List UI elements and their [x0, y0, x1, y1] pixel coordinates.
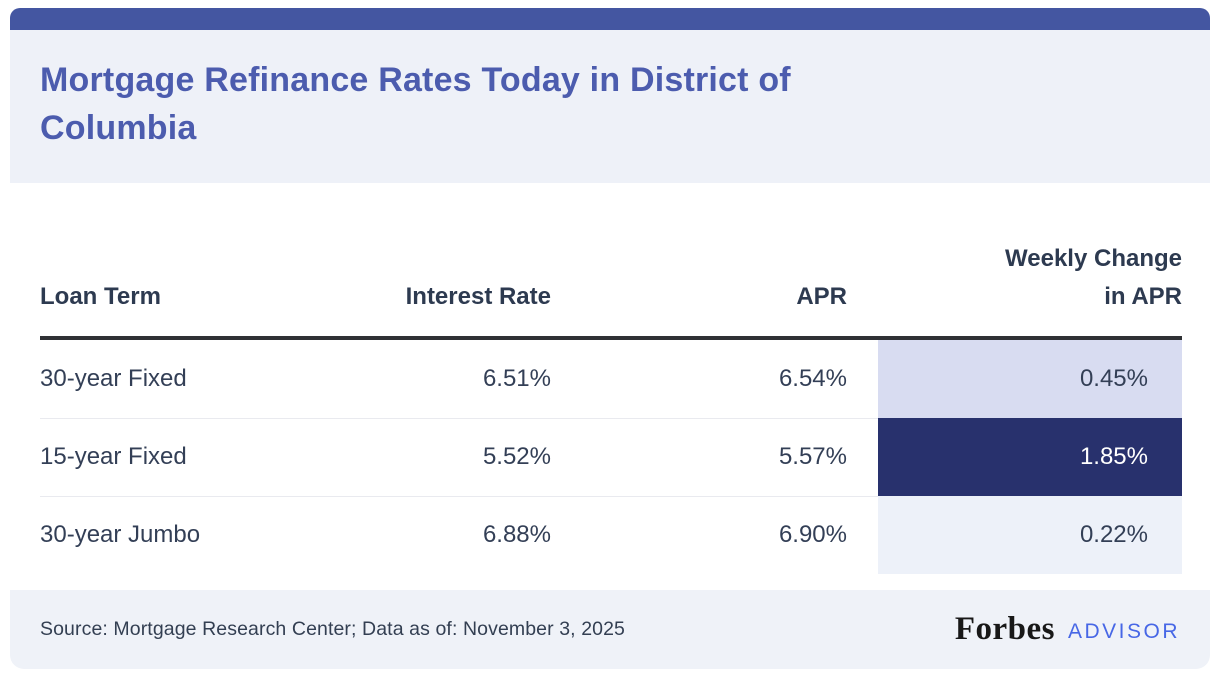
forbes-wordmark: Forbes — [954, 611, 1055, 647]
page-title-line1: Mortgage Refinance Rates Today in Distri… — [40, 61, 791, 99]
table-header-row: Loan Term Interest Rate APR Weekly Chang… — [40, 243, 1182, 340]
column-header-weekly-change: Weekly Change in APR — [847, 240, 1182, 336]
column-header-weekly-change-line1: Weekly Change — [1005, 245, 1182, 272]
cell-weekly-change: 0.45% — [878, 340, 1182, 418]
column-header-apr: APR — [796, 283, 847, 310]
column-header-loan-term: Loan Term — [40, 283, 161, 310]
page-title: Mortgage Refinance Rates Today in Distri… — [40, 56, 1180, 152]
forbes-advisor-logo: Forbes ADVISOR — [955, 611, 1180, 648]
card-accent-topbar — [10, 8, 1210, 30]
cell-interest-rate: 6.51% — [482, 365, 551, 392]
cell-apr: 6.90% — [778, 521, 847, 548]
table-row: 30-year Jumbo 6.88% 6.90% 0.22% — [40, 496, 1182, 574]
page: Mortgage Refinance Rates Today in Distri… — [10, 8, 1210, 669]
rates-card: Mortgage Refinance Rates Today in Distri… — [10, 8, 1210, 669]
cell-apr: 6.54% — [778, 365, 847, 392]
cell-interest-rate: 5.52% — [482, 443, 551, 470]
spacer — [10, 183, 1210, 243]
card-footer: Source: Mortgage Research Center; Data a… — [10, 590, 1210, 669]
cell-weekly-change: 1.85% — [878, 418, 1182, 496]
cell-weekly-change: 0.22% — [878, 496, 1182, 574]
cell-loan-term: 30-year Fixed — [40, 365, 187, 392]
source-attribution: Source: Mortgage Research Center; Data a… — [40, 618, 626, 640]
advisor-wordmark: ADVISOR — [1067, 619, 1180, 643]
card-header: Mortgage Refinance Rates Today in Distri… — [10, 30, 1210, 183]
table-row: 30-year Fixed 6.51% 6.54% 0.45% — [40, 340, 1182, 418]
cell-apr: 5.57% — [778, 443, 847, 470]
column-header-weekly-change-line2: in APR — [1104, 283, 1182, 310]
cell-loan-term: 15-year Fixed — [40, 443, 187, 470]
table-row: 15-year Fixed 5.52% 5.57% 1.85% — [40, 418, 1182, 496]
page-title-line2: Columbia — [40, 109, 197, 147]
column-header-interest-rate: Interest Rate — [405, 283, 551, 310]
rates-table: Loan Term Interest Rate APR Weekly Chang… — [40, 243, 1182, 574]
cell-interest-rate: 6.88% — [482, 521, 551, 548]
cell-loan-term: 30-year Jumbo — [40, 521, 201, 548]
